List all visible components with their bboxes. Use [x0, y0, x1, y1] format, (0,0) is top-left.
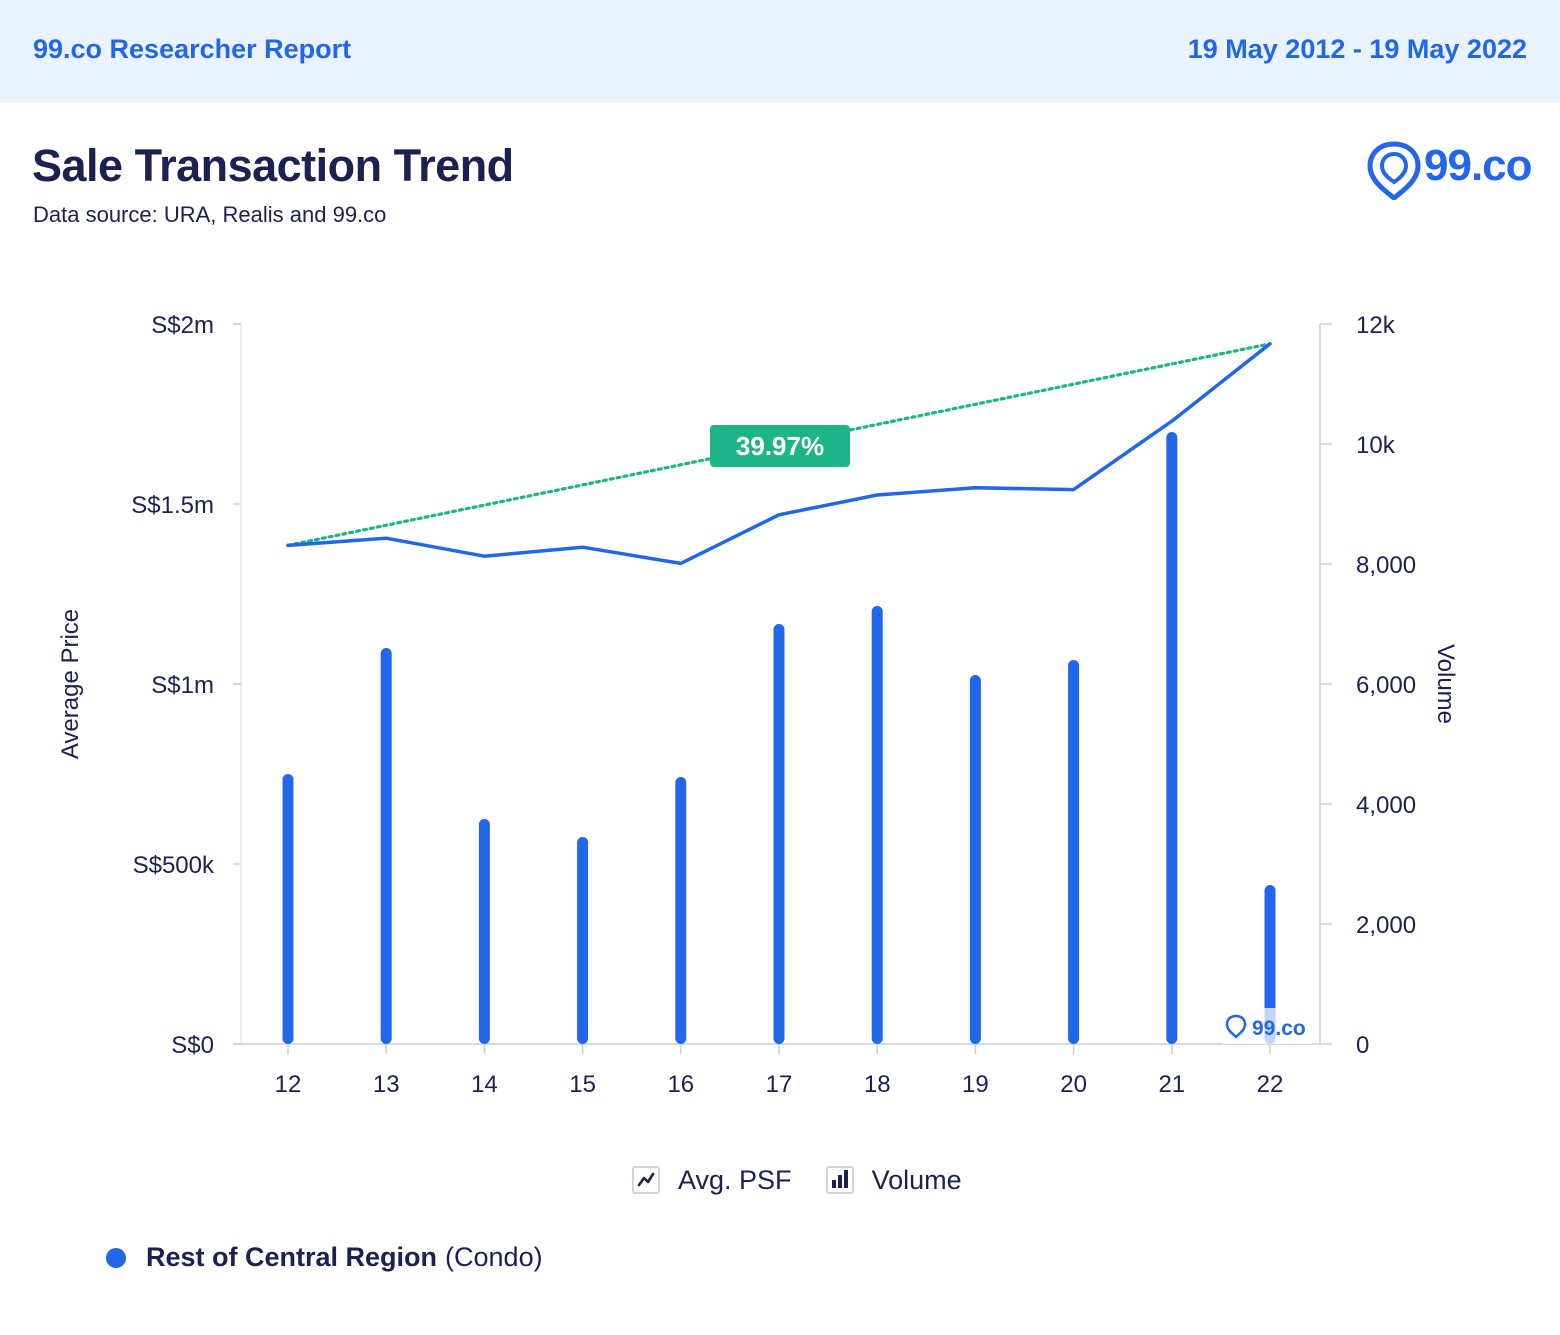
legend-item-avg-psf[interactable]: Avg. PSF [632, 1165, 792, 1196]
watermark-pin-icon [1225, 1014, 1247, 1039]
y-axis-title-right: Volume [1432, 644, 1459, 724]
watermark-background [1222, 1008, 1312, 1044]
y-tick-label-right: 4,000 [1356, 792, 1416, 819]
y-axis-title-left: Average Price [57, 609, 84, 759]
volume-bar [969, 675, 981, 1044]
y-tick-label-right: 8,000 [1356, 552, 1416, 579]
region-type: (Condo) [445, 1242, 543, 1272]
volume-bar [577, 837, 589, 1044]
y-tick-label-left: S$500k [133, 852, 215, 879]
volume-bar [773, 624, 785, 1044]
trend-badge [710, 425, 850, 467]
x-tick-label: 17 [766, 1071, 793, 1098]
trend-badge-label: 39.97% [736, 431, 824, 461]
y-tick-label-left: S$0 [171, 1032, 214, 1059]
y-tick-label-left: S$2m [151, 312, 214, 339]
volume-bar [380, 648, 392, 1044]
x-tick-label: 12 [275, 1071, 302, 1098]
x-tick-label: 13 [373, 1071, 400, 1098]
x-tick-label: 19 [962, 1071, 989, 1098]
y-tick-label-left: S$1.5m [131, 492, 214, 519]
logo-pin-icon [1367, 141, 1421, 200]
avg-psf-line [286, 342, 1272, 566]
x-tick-label: 20 [1060, 1071, 1087, 1098]
y-tick-label-right: 0 [1356, 1032, 1369, 1059]
volume-bar [478, 819, 490, 1044]
data-source: Data source: URA, Realis and 99.co [33, 202, 387, 227]
y-tick-label-right: 12k [1356, 312, 1396, 339]
region-name: Rest of Central Region [146, 1242, 438, 1272]
brand-title: 99.co Researcher Report [33, 34, 352, 64]
legend-label-avg-psf: Avg. PSF [678, 1164, 792, 1195]
y-tick-label-right: 10k [1356, 432, 1396, 459]
chart-title: Sale Transaction Trend [32, 140, 514, 191]
x-tick-label: 16 [667, 1071, 694, 1098]
bar-chart-icon [825, 1166, 854, 1194]
legend-label-volume: Volume [871, 1164, 962, 1195]
x-tick-label: 14 [471, 1071, 498, 1098]
chart-legend: Avg. PSF Volume [632, 1160, 996, 1200]
volume-bar [282, 774, 294, 1044]
volume-bar [1166, 432, 1178, 1044]
y-tick-label-left: S$1m [151, 672, 214, 699]
volume-bar [871, 606, 883, 1044]
y-tick-label-right: 6,000 [1356, 672, 1416, 699]
legend-item-volume[interactable]: Volume [825, 1164, 962, 1196]
x-tick-label: 22 [1257, 1071, 1284, 1098]
volume-bar [1068, 660, 1080, 1044]
x-tick-label: 15 [569, 1071, 596, 1098]
x-tick-label: 18 [864, 1071, 891, 1098]
report-header-bar: 99.co Researcher Report 19 May 2012 - 19… [0, 0, 1560, 103]
date-range: 19 May 2012 - 19 May 2022 [1187, 34, 1527, 64]
y-tick-label-right: 2,000 [1356, 912, 1416, 939]
volume-bar [675, 777, 687, 1044]
logo-text: 99.co [1424, 141, 1533, 190]
line-chart-icon [632, 1166, 660, 1194]
region-legend: Rest of Central Region (Condo) [106, 1242, 543, 1273]
region-dot-icon [106, 1247, 126, 1268]
volume-bar [1264, 885, 1276, 1044]
watermark-text: 99.co [1252, 1017, 1306, 1040]
x-tick-label: 21 [1158, 1071, 1185, 1098]
